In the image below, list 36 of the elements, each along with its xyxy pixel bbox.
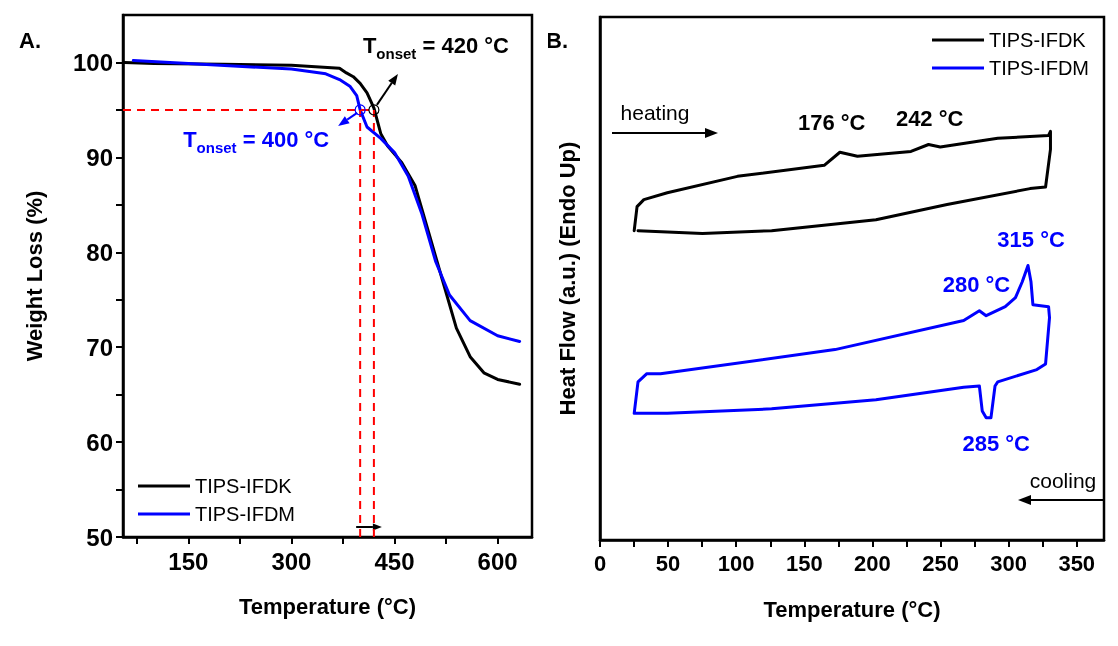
annotation: 315 °C <box>997 226 1065 252</box>
x-tick-label: 200 <box>854 550 891 576</box>
y-tick-label: 60 <box>86 428 113 456</box>
legend-label: TIPS-IFDK <box>195 475 293 497</box>
annotation: cooling <box>1029 468 1097 492</box>
x-tick-label: 300 <box>990 550 1028 576</box>
y-axis-title: Heat Flow (a.u.) (Endo Up) <box>554 141 580 416</box>
y-tick-label: 100 <box>72 48 113 76</box>
x-tick-label: 150 <box>785 550 823 576</box>
x-tick-label: 350 <box>1058 550 1096 576</box>
x-tick-label: 600 <box>477 547 518 575</box>
legend-label: TIPS-IFDM <box>989 57 1090 79</box>
legend-label: TIPS-IFDM <box>195 503 295 525</box>
x-tick-label: 50 <box>655 550 681 576</box>
text: B. <box>546 27 568 53</box>
y-tick-label: 80 <box>86 238 113 266</box>
x-axis-title: Temperature (°C) <box>763 596 941 622</box>
line-series <box>131 59 522 343</box>
annotation: 176 °C <box>797 109 866 135</box>
legend-label: TIPS-IFDK <box>989 29 1087 51</box>
y-tick-label: 90 <box>86 143 113 171</box>
x-tick-label: 0 <box>593 550 607 576</box>
x-axis-title: Temperature (°C) <box>238 593 417 619</box>
text: heating <box>620 100 690 124</box>
annotation: 242 °C <box>895 105 964 131</box>
y-tick-label: 70 <box>86 333 113 361</box>
x-tick-label: 300 <box>271 547 312 575</box>
y-tick-label: 50 <box>86 523 113 551</box>
y-axis-title: Weight Loss (%) <box>21 190 47 362</box>
x-tick-label: 450 <box>374 547 415 575</box>
text: A. <box>19 27 41 53</box>
x-tick-label: 150 <box>168 547 209 575</box>
annotation: 280 °C <box>942 272 1011 298</box>
annotation: 285 °C <box>962 431 1031 457</box>
x-tick-label: 250 <box>922 550 959 576</box>
x-tick-label: 100 <box>717 550 755 576</box>
